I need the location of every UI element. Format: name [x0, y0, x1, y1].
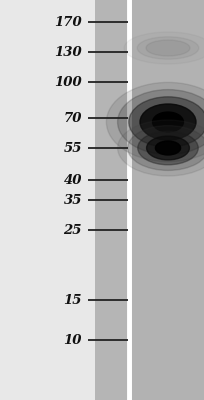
Ellipse shape	[153, 112, 183, 132]
Text: 40: 40	[63, 174, 82, 186]
Ellipse shape	[140, 104, 196, 140]
Ellipse shape	[137, 37, 199, 59]
Text: 100: 100	[54, 76, 82, 88]
Ellipse shape	[124, 32, 204, 64]
Ellipse shape	[128, 126, 204, 170]
Text: 10: 10	[63, 334, 82, 346]
Bar	[132, 0, 204, 400]
Text: 170: 170	[54, 16, 82, 28]
Text: 55: 55	[63, 142, 82, 154]
Ellipse shape	[155, 141, 181, 155]
Text: 35: 35	[63, 194, 82, 206]
Ellipse shape	[118, 120, 204, 176]
Ellipse shape	[129, 97, 204, 147]
Ellipse shape	[147, 136, 190, 160]
Ellipse shape	[146, 40, 190, 56]
Text: 70: 70	[63, 112, 82, 124]
Bar	[95, 0, 128, 400]
Ellipse shape	[106, 82, 204, 162]
Ellipse shape	[138, 131, 198, 165]
Ellipse shape	[118, 90, 204, 154]
Text: 15: 15	[63, 294, 82, 306]
Text: 130: 130	[54, 46, 82, 58]
Text: 25: 25	[63, 224, 82, 236]
